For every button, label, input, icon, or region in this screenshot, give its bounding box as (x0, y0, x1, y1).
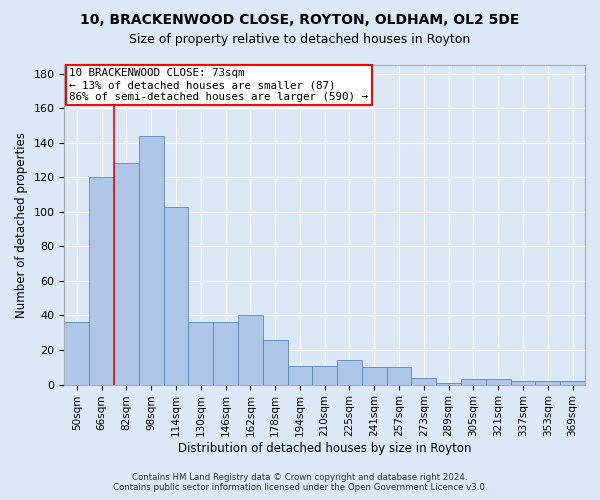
Bar (486, 380, 511, 384)
Bar (263, 340, 287, 384)
Bar (164, 206, 188, 384)
Text: Size of property relative to detached houses in Royton: Size of property relative to detached ho… (130, 32, 470, 46)
Text: 10, BRACKENWOOD CLOSE, ROYTON, OLDHAM, OL2 5DE: 10, BRACKENWOOD CLOSE, ROYTON, OLDHAM, O… (80, 12, 520, 26)
Bar (337, 360, 362, 384)
Bar (89, 178, 114, 384)
Bar (535, 381, 560, 384)
Bar (362, 368, 386, 384)
Y-axis label: Number of detached properties: Number of detached properties (15, 132, 28, 318)
Bar (436, 383, 461, 384)
Bar (461, 380, 486, 384)
Bar (386, 368, 412, 384)
Bar (313, 366, 337, 384)
Bar (213, 322, 238, 384)
Text: 10 BRACKENWOOD CLOSE: 73sqm
← 13% of detached houses are smaller (87)
86% of sem: 10 BRACKENWOOD CLOSE: 73sqm ← 13% of det… (70, 68, 368, 102)
Bar (238, 316, 263, 384)
Bar (560, 381, 585, 384)
Text: Contains HM Land Registry data © Crown copyright and database right 2024.
Contai: Contains HM Land Registry data © Crown c… (113, 473, 487, 492)
Bar (287, 366, 313, 384)
Bar (114, 164, 139, 384)
X-axis label: Distribution of detached houses by size in Royton: Distribution of detached houses by size … (178, 442, 472, 455)
Bar (139, 136, 164, 384)
Bar (511, 381, 535, 384)
Bar (188, 322, 213, 384)
Bar (64, 322, 89, 384)
Bar (412, 378, 436, 384)
